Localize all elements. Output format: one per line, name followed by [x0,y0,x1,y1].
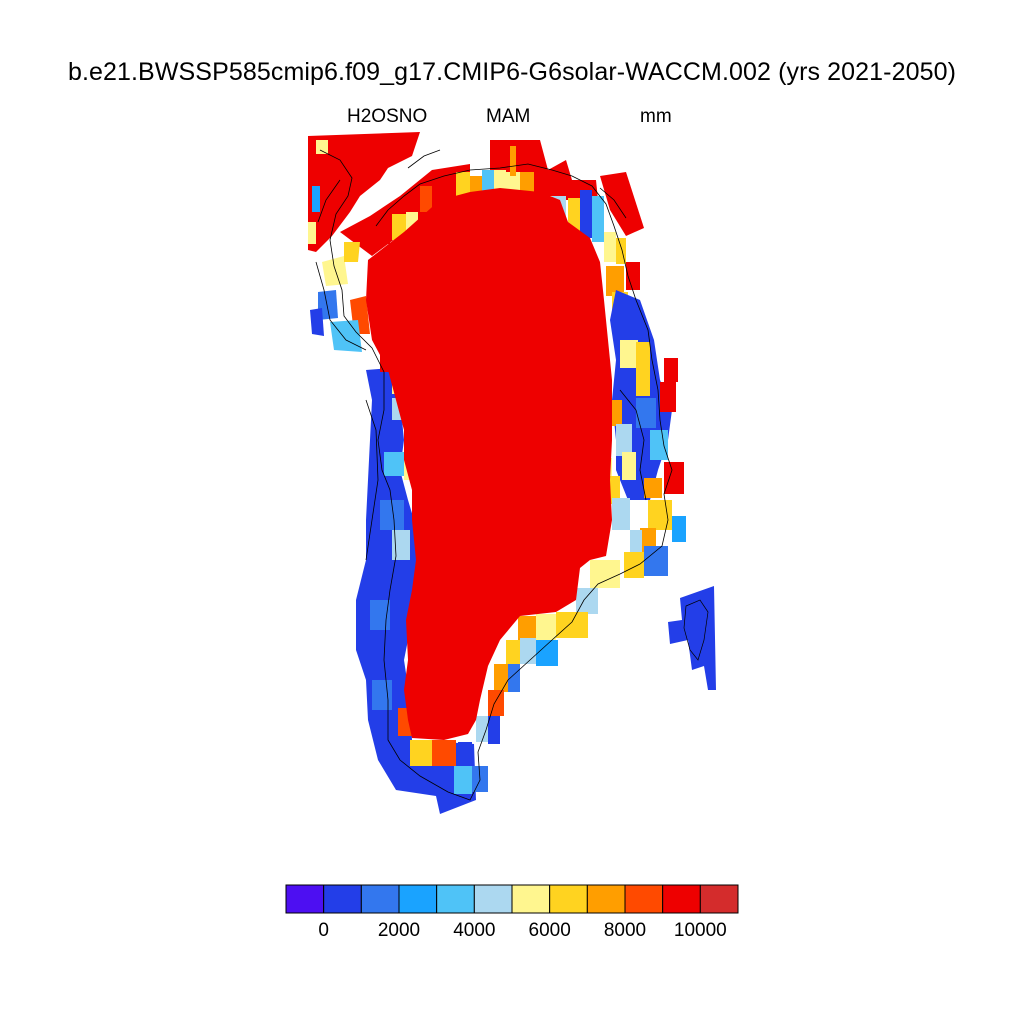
colorbar-box-8 [586,884,626,914]
colorbar-tick-6000: 6000 [528,920,571,941]
colorbar-tick-0: 0 [318,920,329,941]
colorbar-tick-10000: 10000 [673,920,727,941]
ice-sheet-interior [366,188,612,740]
colorbar-box-0 [285,884,325,914]
colorbar-box-5 [473,884,513,914]
colorbar-box-9 [624,884,664,914]
colorbar-box-7 [549,884,588,914]
colorbar-box-2 [360,884,400,914]
colorbar-box-3 [398,884,438,914]
colorbar-box-6 [511,884,551,914]
colorbar-box-10 [662,884,701,914]
colorbar-tick-8000: 8000 [603,920,647,941]
variable-label: H2OSNO [347,106,428,127]
season-label: MAM [486,106,531,127]
coastline [315,149,673,801]
colorbar-box-11 [699,884,739,914]
colorbar-tick-4000: 4000 [453,920,496,941]
east-island [668,586,716,690]
colorbar-box-4 [436,884,475,914]
chart-title: b.e21.BWSSP585cmip6.f09_g17.CMIP6-G6sola… [67,58,957,86]
colorbar-box-1 [323,884,362,914]
units-label: mm [640,106,672,127]
colorbar-tick-2000: 2000 [377,920,421,941]
